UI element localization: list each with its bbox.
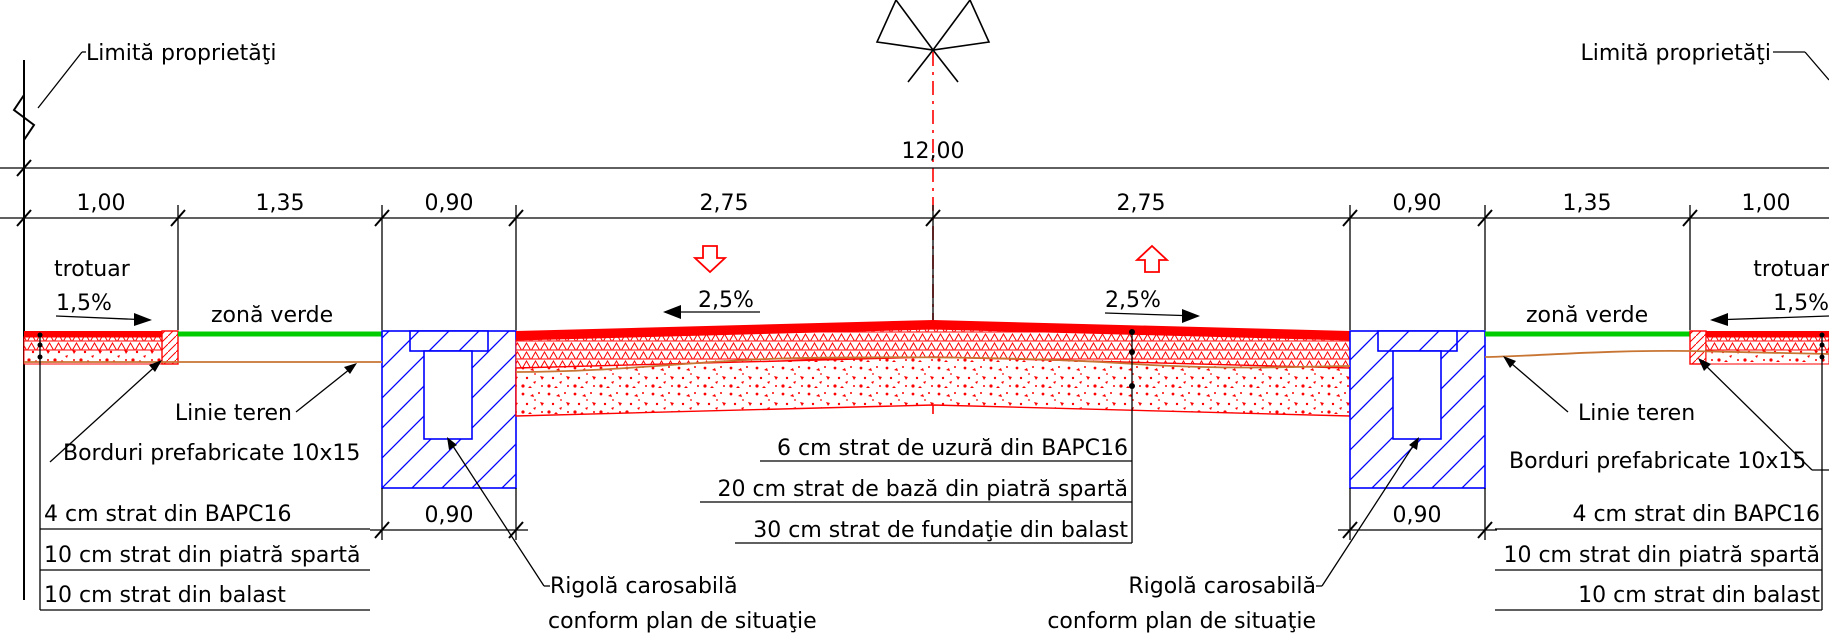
green-zone-right-label: zonă verde — [1526, 303, 1648, 328]
road-layer-1: 6 cm strat de uzură din BAPC16 — [777, 436, 1128, 461]
dimension-gutter-right: 0,90 — [1393, 191, 1442, 216]
leader-gutter-left — [447, 437, 550, 587]
sidewalk-right-label: trotuar — [1753, 257, 1829, 282]
leader-terrain-left — [295, 363, 357, 413]
leader-terrain-right — [1503, 356, 1569, 413]
terrain-left-label: Linie teren — [175, 401, 292, 426]
road-structure — [515, 320, 1351, 417]
slope-arrow-road-left — [663, 305, 760, 319]
dimension-gutter-left: 0,90 — [425, 191, 474, 216]
sidewalk-right-layer-3: 10 cm strat din balast — [1578, 583, 1820, 608]
sidewalk-left — [23, 330, 179, 365]
property-limit-right-label: Limită proprietăţi — [1580, 41, 1771, 66]
slope-arrow-sidewalk-left — [55, 313, 152, 326]
sidewalk-right — [1689, 330, 1829, 365]
sidewalk-right-layer-2: 10 cm strat din piatră spartă — [1503, 543, 1820, 568]
arrow-down-outline-icon — [692, 245, 728, 274]
slope-arrow-road-right — [1104, 309, 1200, 323]
sidewalk-left-label: trotuar — [54, 257, 131, 282]
dimension-sidewalk-right: 1,00 — [1742, 191, 1791, 216]
gutter-left-label-line1: Rigolă carosabilă — [550, 574, 738, 599]
arrow-up-outline-icon — [1134, 244, 1170, 273]
sidewalk-left-slope: 1,5% — [56, 291, 112, 316]
sidewalk-left-layer-3: 10 cm strat din balast — [44, 583, 286, 608]
dimension-gutter-right-bottom-value: 0,90 — [1393, 503, 1442, 528]
terrain-right-label: Linie teren — [1578, 401, 1695, 426]
sidewalk-right-layer-leader — [1495, 332, 1825, 611]
dimension-gutter-right-bottom — [1338, 488, 1497, 540]
dimension-gutter-left-bottom-value: 0,90 — [425, 503, 474, 528]
dimension-green-right: 1,35 — [1563, 191, 1612, 216]
dimension-segments: 1,00 1,35 0,90 2,75 2,75 0,90 1,35 1,00 — [0, 191, 1829, 330]
road-layer-2: 20 cm strat de bază din piatră spartă — [718, 477, 1128, 502]
green-zone-left-label: zonă verde — [211, 303, 333, 328]
property-limit-right — [1773, 51, 1829, 81]
terrain-line — [24, 349, 1829, 373]
road-slope-right: 2,5% — [1105, 288, 1161, 313]
sidewalk-left-layer-2: 10 cm strat din piatră spartă — [44, 543, 361, 568]
dimension-green-left: 1,35 — [256, 191, 305, 216]
dimension-gutter-left-bottom — [370, 488, 528, 540]
dimension-lane-right: 2,75 — [1117, 191, 1166, 216]
road-axis-flags-icon — [875, 0, 991, 83]
dimension-sidewalk-left: 1,00 — [77, 191, 126, 216]
road-layer-leader — [700, 329, 1135, 544]
leader-curbs-right — [1698, 358, 1829, 471]
dimension-lane-left: 2,75 — [700, 191, 749, 216]
gutter-right — [1349, 330, 1486, 489]
road-slope-left: 2,5% — [698, 288, 754, 313]
leader-gutter-right — [1316, 437, 1419, 587]
sidewalk-right-slope: 1,5% — [1773, 291, 1829, 316]
gutter-right-label-line2: conform plan de situaţie — [1047, 609, 1316, 634]
sidewalk-left-layer-leader — [37, 332, 370, 611]
curbs-right-label: Borduri prefabricate 10x15 — [1509, 449, 1806, 474]
gutter-left-label-line2: conform plan de situaţie — [548, 609, 817, 634]
dimension-total: 12,00 — [0, 139, 1829, 177]
leader-curbs-left — [49, 360, 162, 463]
dimension-total-value: 12,00 — [902, 139, 965, 164]
road-wear-layer — [516, 320, 1350, 340]
road-layer-3: 30 cm strat de fundaţie din balast — [753, 518, 1128, 543]
gutter-right-label-line1: Rigolă carosabilă — [1128, 574, 1316, 599]
sidewalk-left-layer-1: 4 cm strat din BAPC16 — [44, 502, 292, 527]
gutter-left — [381, 330, 517, 489]
property-limit-left-label: Limită proprietăţi — [86, 41, 277, 66]
slope-arrow-sidewalk-right — [1710, 313, 1829, 326]
curbs-left-label: Borduri prefabricate 10x15 — [63, 441, 360, 466]
sidewalk-right-layer-1: 4 cm strat din BAPC16 — [1572, 502, 1820, 527]
